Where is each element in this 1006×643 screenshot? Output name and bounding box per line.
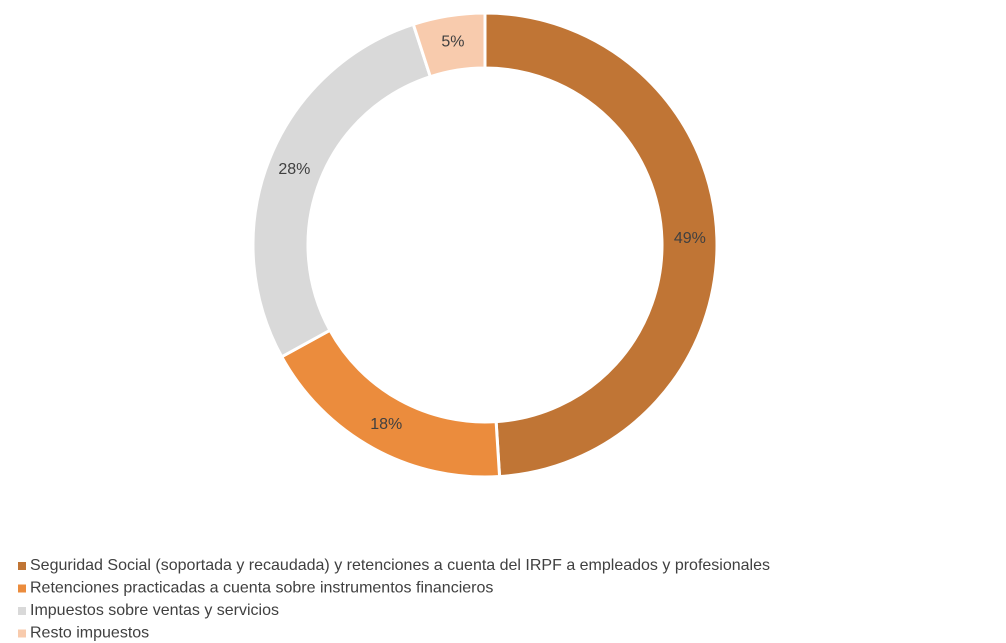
legend-swatch bbox=[18, 629, 26, 638]
legend-swatch bbox=[18, 607, 26, 615]
legend-label: Resto impuestos bbox=[30, 625, 149, 642]
legend-swatch bbox=[18, 562, 26, 570]
data-label: 49% bbox=[674, 230, 706, 247]
data-label: 18% bbox=[370, 416, 402, 433]
donut-slice bbox=[251, 22, 433, 359]
data-label: 28% bbox=[278, 161, 310, 178]
legend-label: Seguridad Social (soportada y recaudada)… bbox=[30, 557, 770, 574]
legend-swatch bbox=[18, 584, 26, 593]
legend-label: Impuestos sobre ventas y servicios bbox=[30, 602, 279, 619]
donut-slice bbox=[411, 11, 487, 79]
legend-label: Retenciones practicadas a cuenta sobre i… bbox=[30, 580, 493, 597]
data-label: 5% bbox=[441, 34, 464, 51]
donut-slice bbox=[483, 11, 719, 479]
donut-slice bbox=[279, 328, 502, 479]
